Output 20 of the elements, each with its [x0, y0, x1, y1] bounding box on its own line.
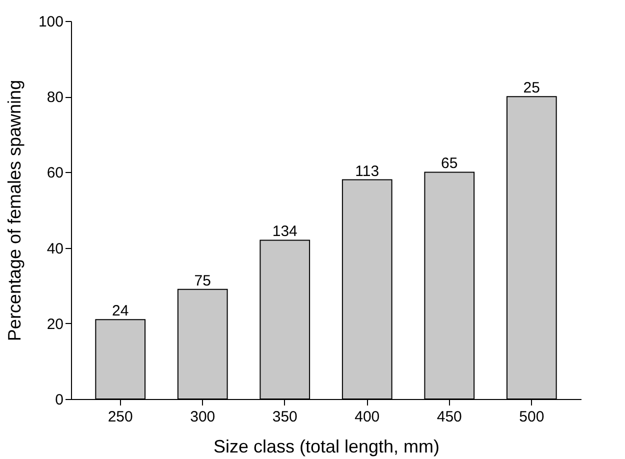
x-tick-label: 250	[108, 408, 133, 426]
x-tick-label: 300	[190, 408, 216, 426]
y-axis-title: Percentage of females spawning	[4, 80, 24, 342]
y-tick-label: 0	[55, 392, 64, 408]
y-tick-label: 80	[46, 89, 64, 106]
y-tick-label: 20	[46, 316, 64, 333]
annotation: 24	[112, 302, 129, 320]
x-tick-label: 450	[436, 408, 462, 426]
x-tick-label: 350	[272, 408, 298, 426]
annotation: 113	[355, 162, 380, 180]
y-tick-label: 40	[46, 240, 64, 258]
y-tick-label: 100	[38, 14, 64, 30]
annotation: 25	[523, 80, 540, 97]
annotation: 134	[272, 223, 298, 240]
x-tick-label: 400	[354, 408, 380, 426]
x-tick-label: 500	[519, 408, 544, 426]
x-axis-title: Size class (total length, mm)	[213, 436, 440, 456]
y-tick-label: 60	[46, 164, 64, 182]
annotation: 75	[194, 272, 211, 290]
annotation: 65	[441, 155, 458, 172]
